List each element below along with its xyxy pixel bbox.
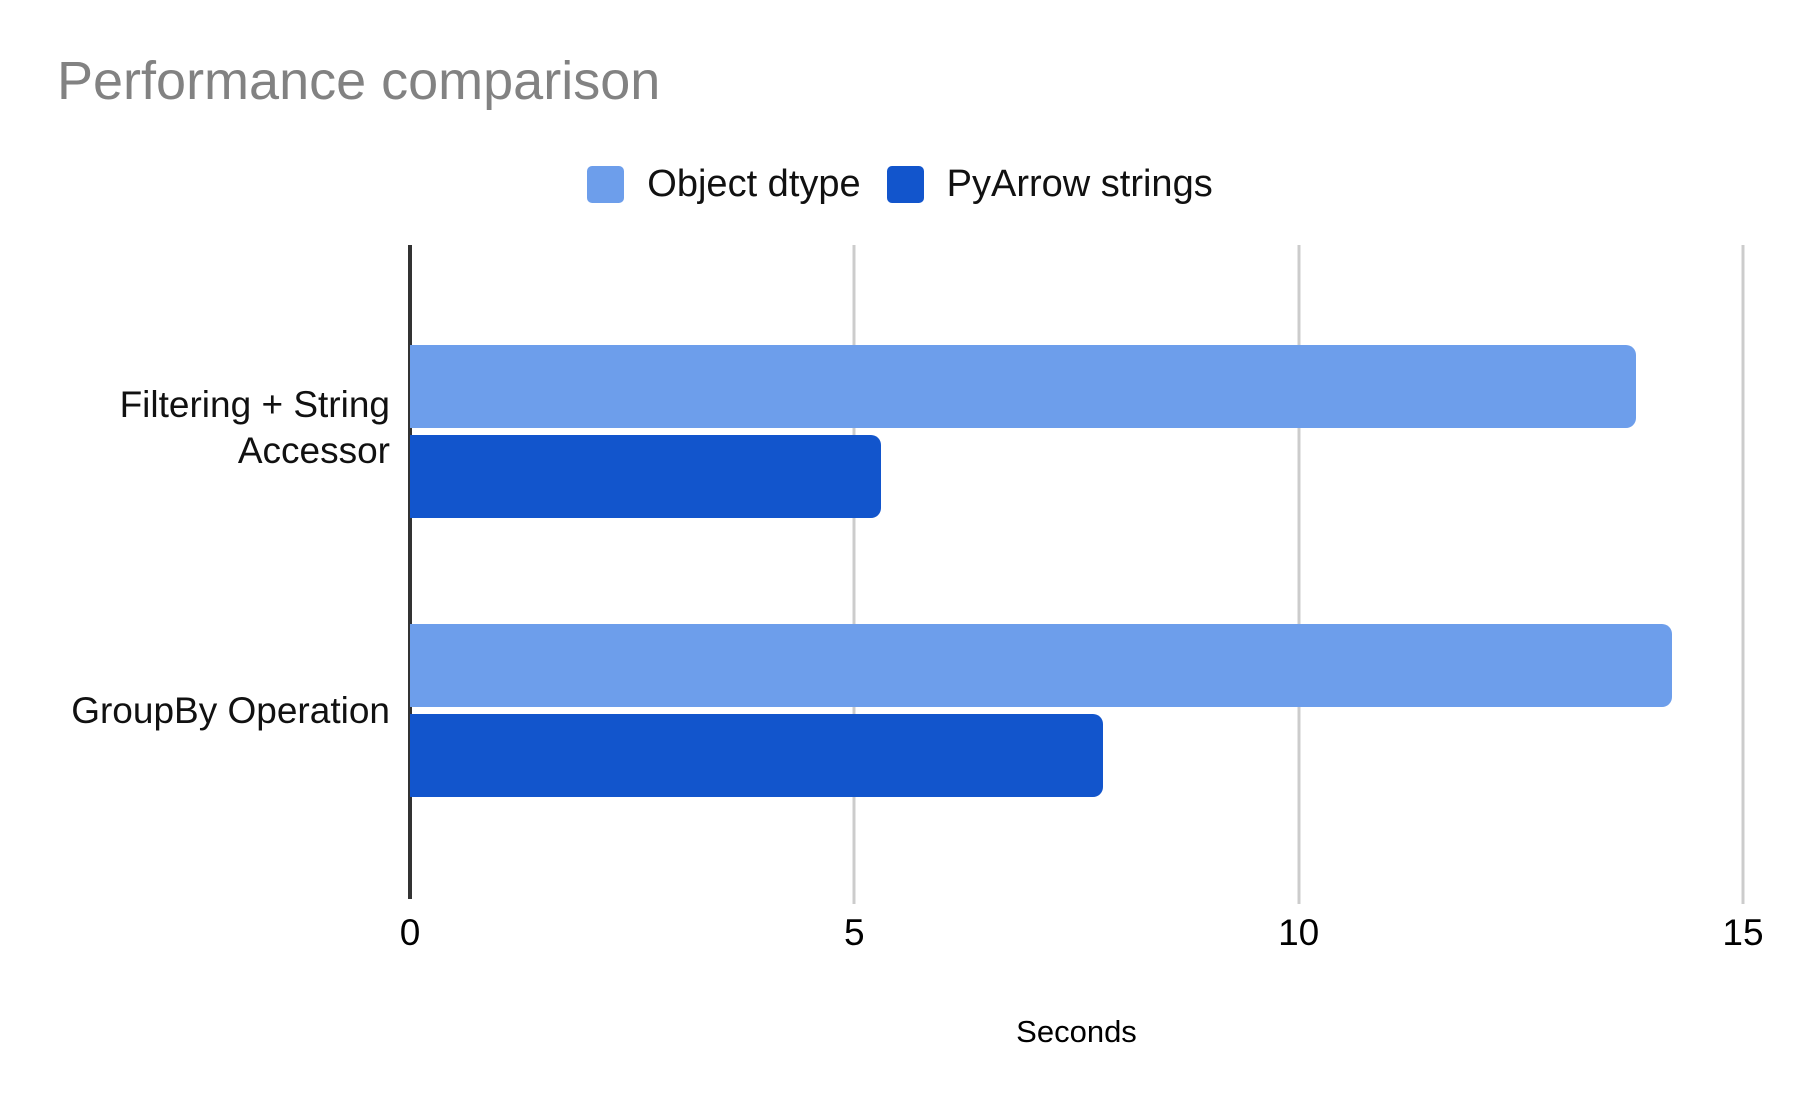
legend: Object dtype PyArrow strings [0,163,1800,206]
bar-groupby-object-dtype [410,624,1672,707]
gridline-5 [852,245,856,904]
y-axis-baseline [408,245,412,899]
x-axis-ticks: 0 5 10 15 [400,912,1764,960]
legend-item-object-dtype: Object dtype [587,163,861,206]
x-tick-label-5: 5 [844,912,865,953]
x-tick-label-15: 15 [1722,912,1764,953]
bar-filtering-object-dtype [410,345,1637,428]
plot-area [408,245,1745,904]
bar-groupby-pyarrow-strings [410,714,1104,797]
category-label-filtering-string-accessor: Filtering + String Accessor [119,384,390,471]
bar-filtering-pyarrow-strings [410,435,881,518]
x-axis-title: Seconds [1016,1014,1137,1049]
legend-swatch-object-dtype-icon [587,166,625,203]
category-label-groupby-operation: GroupBy Operation [71,690,390,731]
legend-label-pyarrow-strings: PyArrow strings [946,163,1213,205]
gridline-10 [1297,245,1301,904]
legend-label-object-dtype: Object dtype [647,163,861,205]
gridline-15 [1741,245,1745,904]
legend-swatch-pyarrow-strings-icon [886,166,924,203]
legend-item-pyarrow-strings: PyArrow strings [886,163,1213,206]
chart-title: Performance comparison [57,51,661,111]
x-tick-label-10: 10 [1278,912,1320,953]
x-tick-label-0: 0 [399,912,421,953]
